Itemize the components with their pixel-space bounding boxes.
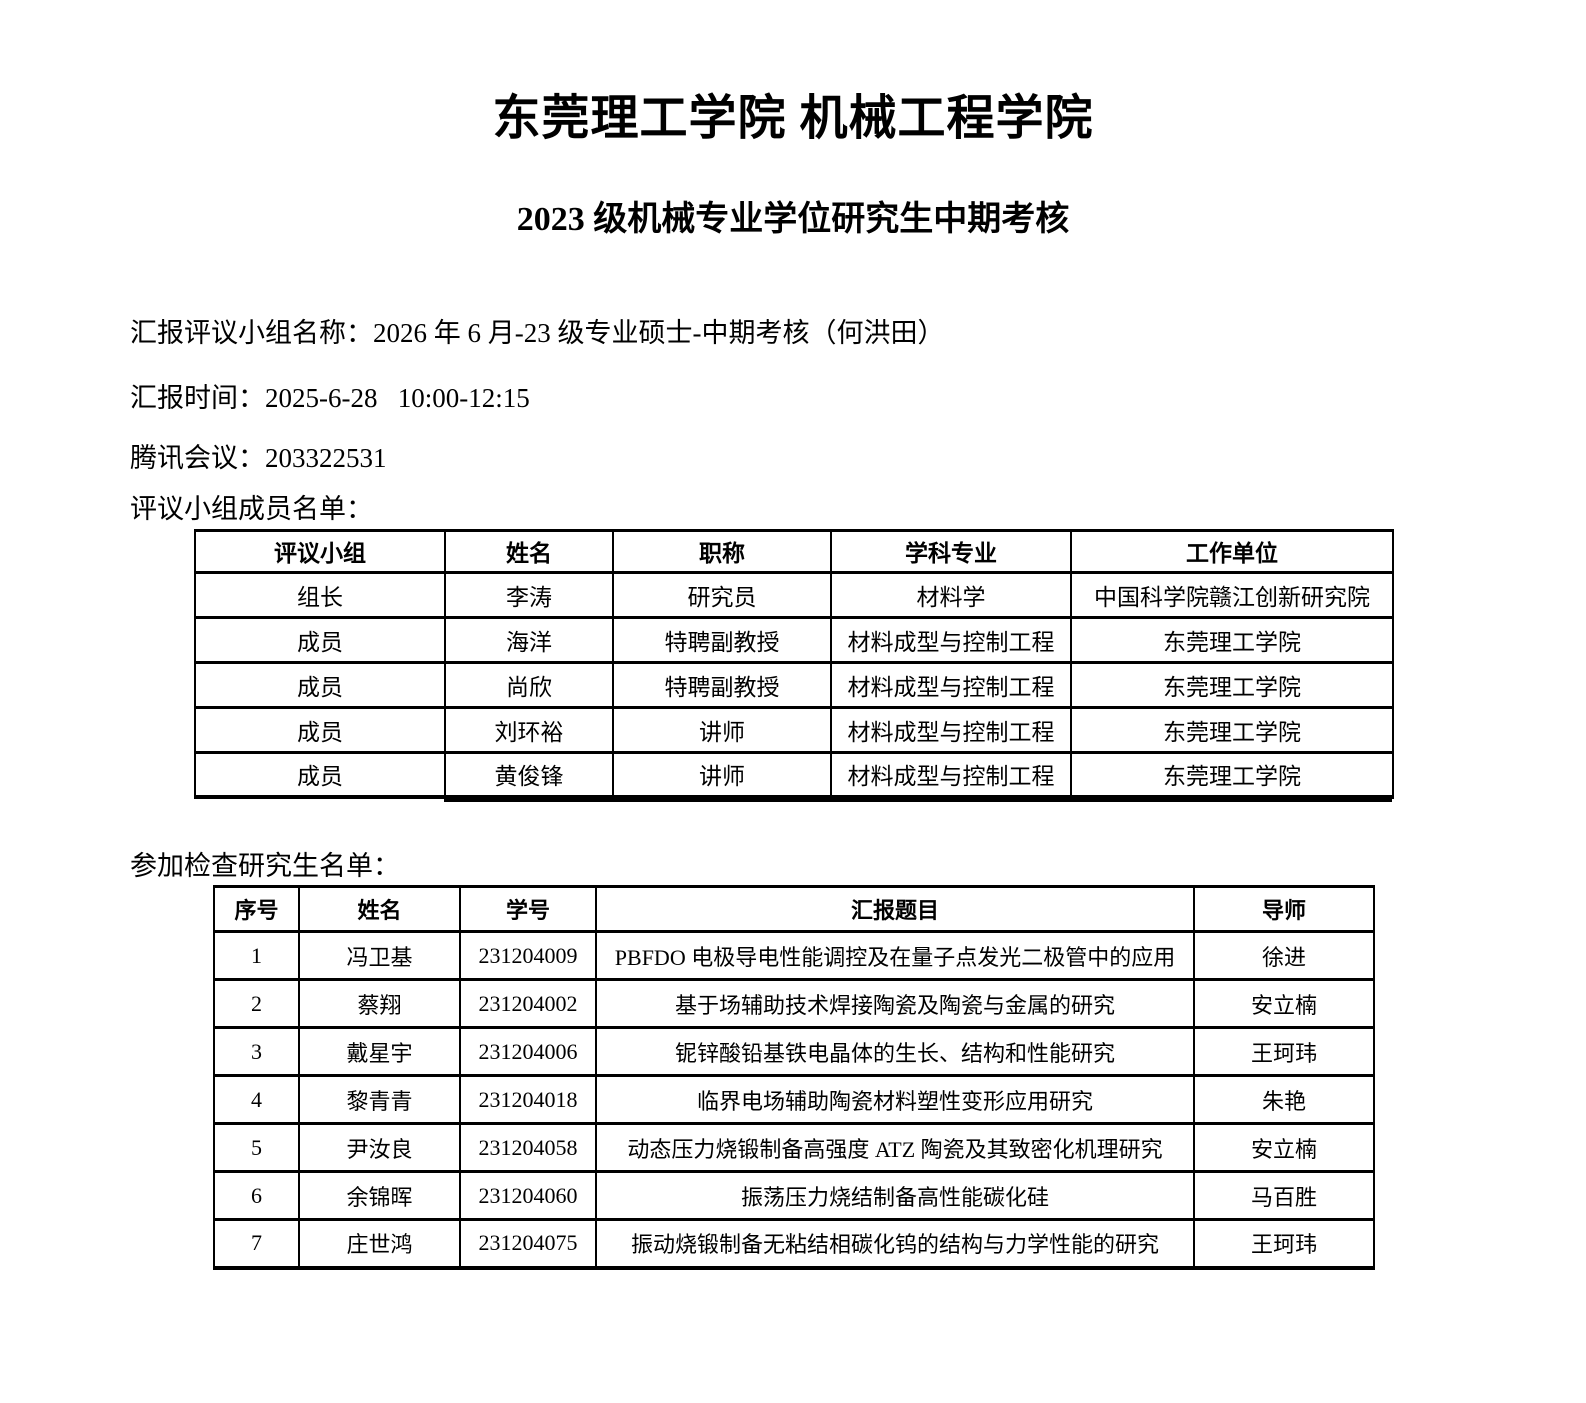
table-cell: 1	[213, 930, 300, 982]
table-cell: 庄世鸿	[298, 1218, 461, 1270]
table-row: 组长 李涛 研究员 材料学 中国科学院赣江创新研究院	[194, 570, 1394, 619]
committee-header-major: 学科专业	[830, 528, 1072, 574]
table-bottom-rule	[444, 796, 1392, 803]
table-cell: 讲师	[612, 705, 832, 754]
table-cell: 6	[213, 1170, 300, 1222]
table-cell: 李涛	[444, 570, 614, 619]
table-cell: 王珂玮	[1193, 1026, 1375, 1078]
committee-header-title: 职称	[612, 528, 832, 574]
table-cell: 材料学	[830, 570, 1072, 619]
table-cell: 材料成型与控制工程	[830, 705, 1072, 754]
table-row: 4 黎青青 231204018 临界电场辅助陶瓷材料塑性变形应用研究 朱艳	[213, 1074, 1375, 1126]
table-cell: 徐进	[1193, 930, 1375, 982]
students-header-topic: 汇报题目	[595, 885, 1195, 934]
table-cell: 临界电场辅助陶瓷材料塑性变形应用研究	[595, 1074, 1195, 1126]
review-group-name-line: 汇报评议小组名称：2026 年 6 月-23 级专业硕士-中期考核（何洪田）	[130, 317, 945, 348]
table-cell: 特聘副教授	[612, 660, 832, 709]
table-cell: 戴星宇	[298, 1026, 461, 1078]
table-row: 成员 刘环裕 讲师 材料成型与控制工程 东莞理工学院	[194, 705, 1394, 754]
table-cell: 材料成型与控制工程	[830, 615, 1072, 664]
table-cell: 基于场辅助技术焊接陶瓷及陶瓷与金属的研究	[595, 978, 1195, 1030]
table-cell: 东莞理工学院	[1070, 705, 1394, 754]
table-cell: 3	[213, 1026, 300, 1078]
committee-table-header-row: 评议小组 姓名 职称 学科专业 工作单位	[194, 528, 1394, 574]
tencent-meeting-line: 腾讯会议：203322531	[130, 442, 387, 473]
students-table-wrapper: 序号 姓名 学号 汇报题目 导师 1 冯卫基 231204009 PBFDO 电极导电…	[213, 885, 1375, 1270]
table-row: 成员 尚欣 特聘副教授 材料成型与控制工程 东莞理工学院	[194, 660, 1394, 709]
table-cell: 东莞理工学院	[1070, 615, 1394, 664]
table-cell: 王珂玮	[1193, 1218, 1375, 1270]
table-cell: 材料成型与控制工程	[830, 750, 1072, 799]
students-header-id: 学号	[459, 885, 597, 934]
table-cell: 海洋	[444, 615, 614, 664]
committee-header-group: 评议小组	[194, 528, 446, 574]
students-header-name: 姓名	[298, 885, 461, 934]
table-cell: 231204006	[459, 1026, 597, 1078]
table-cell: 讲师	[612, 750, 832, 799]
table-cell: 刘环裕	[444, 705, 614, 754]
table-row: 5 尹汝良 231204058 动态压力烧锻制备高强度 ATZ 陶瓷及其致密化机理研究…	[213, 1122, 1375, 1174]
table-cell: 成员	[194, 660, 446, 709]
table-cell: 东莞理工学院	[1070, 660, 1394, 709]
committee-list-heading: 评议小组成员名单：	[130, 493, 373, 524]
table-row: 3 戴星宇 231204006 铌锌酸铅基铁电晶体的生长、结构和性能研究 王珂玮	[213, 1026, 1375, 1078]
table-cell: PBFDO 电极导电性能调控及在量子点发光二极管中的应用	[595, 930, 1195, 982]
table-cell: 231204002	[459, 978, 597, 1030]
table-cell: 尚欣	[444, 660, 614, 709]
table-cell: 成员	[194, 750, 446, 799]
table-cell: 振动烧锻制备无粘结相碳化钨的结构与力学性能的研究	[595, 1218, 1195, 1270]
table-row: 成员 黄俊锋 讲师 材料成型与控制工程 东莞理工学院	[194, 750, 1394, 799]
table-cell: 231204009	[459, 930, 597, 982]
table-cell: 成员	[194, 705, 446, 754]
document-title: 东莞理工学院 机械工程学院	[492, 92, 1094, 145]
students-header-index: 序号	[213, 885, 300, 934]
students-list-heading: 参加检查研究生名单：	[130, 851, 400, 882]
table-row: 7 庄世鸿 231204075 振动烧锻制备无粘结相碳化钨的结构与力学性能的研究 王珂玮	[213, 1218, 1375, 1270]
table-cell: 动态压力烧锻制备高强度 ATZ 陶瓷及其致密化机理研究	[595, 1122, 1195, 1174]
table-cell: 黄俊锋	[444, 750, 614, 799]
table-cell: 研究员	[612, 570, 832, 619]
table-cell: 材料成型与控制工程	[830, 660, 1072, 709]
table-cell: 安立楠	[1193, 1122, 1375, 1174]
table-cell: 231204018	[459, 1074, 597, 1126]
committee-header-workplace: 工作单位	[1070, 528, 1394, 574]
table-cell: 冯卫基	[298, 930, 461, 982]
table-cell: 中国科学院赣江创新研究院	[1070, 570, 1394, 619]
table-cell: 东莞理工学院	[1070, 750, 1394, 799]
document-subtitle: 2023 级机械专业学位研究生中期考核	[516, 201, 1070, 239]
table-cell: 振荡压力烧结制备高性能碳化硅	[595, 1170, 1195, 1222]
table-cell: 组长	[194, 570, 446, 619]
table-cell: 蔡翔	[298, 978, 461, 1030]
table-cell: 余锦晖	[298, 1170, 461, 1222]
committee-header-name: 姓名	[444, 528, 614, 574]
table-row: 2 蔡翔 231204002 基于场辅助技术焊接陶瓷及陶瓷与金属的研究 安立楠	[213, 978, 1375, 1030]
table-cell: 安立楠	[1193, 978, 1375, 1030]
committee-table: 评议小组 姓名 职称 学科专业 工作单位 组长 李涛 研究员 材料学 中国科学院赣江创新…	[194, 528, 1394, 800]
table-cell: 7	[213, 1218, 300, 1270]
table-cell: 231204075	[459, 1218, 597, 1270]
table-row: 1 冯卫基 231204009 PBFDO 电极导电性能调控及在量子点发光二极管中的应…	[213, 930, 1375, 982]
table-cell: 特聘副教授	[612, 615, 832, 664]
table-cell: 231204060	[459, 1170, 597, 1222]
students-table-header-row: 序号 姓名 学号 汇报题目 导师	[213, 885, 1375, 934]
table-cell: 黎青青	[298, 1074, 461, 1126]
committee-table-wrapper: 评议小组 姓名 职称 学科专业 工作单位 组长 李涛 研究员 材料学 中国科学院赣江创新…	[194, 528, 1394, 803]
table-cell: 成员	[194, 615, 446, 664]
table-row: 6 余锦晖 231204060 振荡压力烧结制备高性能碳化硅 马百胜	[213, 1170, 1375, 1222]
table-cell: 尹汝良	[298, 1122, 461, 1174]
table-cell: 231204058	[459, 1122, 597, 1174]
students-header-supervisor: 导师	[1193, 885, 1375, 934]
students-table: 序号 姓名 学号 汇报题目 导师 1 冯卫基 231204009 PBFDO 电极导电…	[213, 885, 1375, 1270]
table-cell: 马百胜	[1193, 1170, 1375, 1222]
report-time-line: 汇报时间：2025-6-28 10:00-12:15	[130, 382, 530, 413]
table-row: 成员 海洋 特聘副教授 材料成型与控制工程 东莞理工学院	[194, 615, 1394, 664]
table-cell: 4	[213, 1074, 300, 1126]
table-cell: 朱艳	[1193, 1074, 1375, 1126]
table-cell: 5	[213, 1122, 300, 1174]
table-cell: 2	[213, 978, 300, 1030]
table-cell: 铌锌酸铅基铁电晶体的生长、结构和性能研究	[595, 1026, 1195, 1078]
